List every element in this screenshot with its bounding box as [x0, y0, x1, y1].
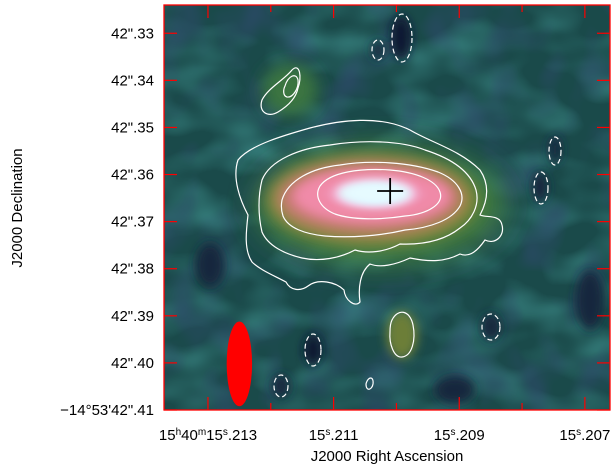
contour-level-1: [235, 119, 504, 305]
contour-level-4: [317, 168, 442, 220]
y-tick-label: 42".40: [111, 355, 154, 372]
contour-island-south: [389, 311, 415, 358]
peak-cross-marker: [377, 178, 404, 205]
y-tick-label: 42".33: [111, 25, 154, 42]
x-tick-label: 15h40m15s.213: [159, 427, 257, 445]
contour-level-2: [258, 141, 478, 261]
contour-level-3: [280, 161, 463, 238]
intensity-image: [164, 5, 610, 410]
neg-contour-5: [273, 374, 289, 398]
y-axis-title: J2000 Declination: [9, 148, 26, 267]
neg-contour-7: [548, 136, 562, 166]
contour-island-south-small: [365, 377, 374, 390]
x-axis-ticks: [207, 5, 586, 410]
neg-contour-3: [304, 333, 322, 367]
x-axis-tick-labels: 15h40m15s.213 15s.211 15s.209 15s.207: [159, 427, 610, 445]
plot-frame: [163, 4, 611, 411]
x-tick-label: 15s.207: [559, 427, 610, 445]
x-tick-label: 15s.209: [434, 427, 485, 445]
contour-island-ne: [260, 67, 301, 115]
neg-contour-4: [481, 313, 501, 341]
y-tick-label: 42".35: [111, 119, 154, 136]
y-tick-label: 42".38: [111, 261, 154, 278]
y-tick-label: 42".37: [111, 214, 154, 231]
y-tick-label: 42".36: [111, 167, 154, 184]
y-tick-label: 42".39: [111, 308, 154, 325]
neg-contour-2: [371, 39, 385, 61]
x-tick-label: 15s.211: [309, 427, 359, 445]
x-axis-title: J2000 Right Ascension: [311, 448, 464, 465]
negative-regions: [196, 16, 604, 404]
neg-contour-6: [533, 171, 549, 205]
beam-ellipse: [226, 321, 253, 407]
y-axis-ticks: [164, 32, 610, 411]
y-tick-label: 42".34: [111, 72, 154, 89]
negative-contours: [273, 13, 562, 398]
y-axis-tick-labels: 42".33 42".34 42".35 42".36 42".37 42".38 42".…: [60, 25, 154, 419]
y-tick-label: −14°53'42".41: [60, 402, 154, 419]
positive-contours: [235, 67, 504, 390]
neg-contour-1: [391, 13, 413, 63]
contour-island-ne-inner: [283, 75, 299, 98]
